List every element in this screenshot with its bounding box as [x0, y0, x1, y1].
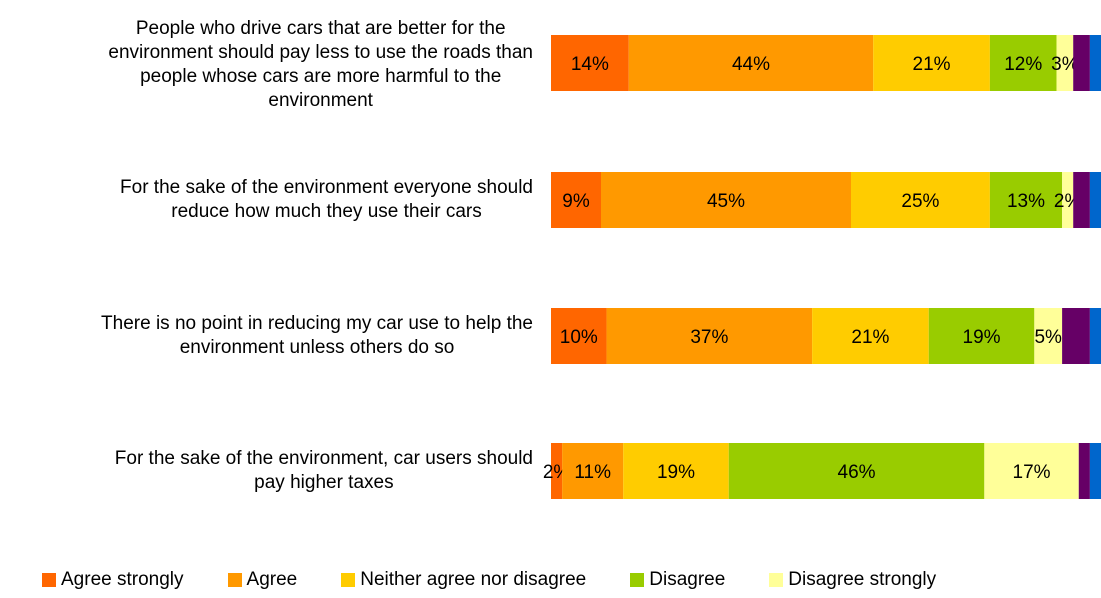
data-label: 37%	[690, 327, 728, 348]
bar-segment	[728, 443, 985, 499]
data-label: 14%	[571, 54, 609, 75]
bar-segment	[1089, 35, 1101, 91]
legend-label: Agree strongly	[61, 569, 184, 590]
bar-segment	[1034, 308, 1063, 364]
data-label: 21%	[913, 54, 951, 75]
bar-segment	[812, 308, 929, 364]
bar-segment	[623, 443, 729, 499]
legend-swatch	[341, 573, 356, 587]
data-label: 21%	[851, 327, 889, 348]
bar-segment	[1073, 35, 1090, 91]
legend: Agree strongly Agree Neither agree nor dis…	[42, 569, 980, 591]
legend-swatch	[227, 573, 242, 587]
legend-item: Neither agree nor disagree	[341, 569, 586, 591]
legend-item: Agree	[227, 569, 298, 591]
bar-segment	[562, 443, 624, 499]
data-label: 11%	[574, 462, 611, 483]
category-label: For the sake of the environment, car use…	[114, 448, 533, 493]
bar-segment	[1089, 308, 1101, 364]
legend-label: Disagree strongly	[788, 569, 937, 590]
category-label: There is no point in reducing my car use…	[101, 313, 533, 358]
bar-segment	[1062, 308, 1090, 364]
legend-item: Disagree strongly	[769, 569, 936, 591]
category-label: For the sake of the environment everyone…	[120, 177, 533, 222]
data-label: 3%	[1051, 54, 1079, 75]
legend-label: Agree	[246, 569, 298, 590]
data-label: 17%	[1013, 462, 1051, 483]
bar-segment	[989, 35, 1057, 91]
category-label: People who drive cars that are better fo…	[108, 18, 533, 111]
bar-segment	[601, 172, 851, 228]
bar-segment	[989, 172, 1063, 228]
bar-segment	[1073, 172, 1090, 228]
data-label: 45%	[707, 191, 745, 212]
data-label: 44%	[732, 54, 770, 75]
data-label: 9%	[562, 191, 590, 212]
data-label: 12%	[1004, 54, 1042, 75]
bar-segment	[984, 443, 1079, 499]
bar-segment	[1056, 35, 1074, 91]
data-label: 5%	[1034, 327, 1062, 348]
bar-segment	[606, 308, 813, 364]
data-label: 19%	[657, 462, 695, 483]
bar-segment	[851, 172, 990, 228]
data-label: 10%	[560, 327, 598, 348]
bar-segment	[928, 308, 1035, 364]
bar-segment	[551, 35, 629, 91]
bar-segment	[551, 308, 607, 364]
bar-segment	[551, 443, 563, 499]
legend-item: Disagree	[630, 569, 725, 591]
bar-segment	[1089, 172, 1101, 228]
data-label: 19%	[963, 327, 1001, 348]
bar-segment	[1062, 172, 1074, 228]
legend-swatch	[630, 573, 645, 587]
bar-segment	[1078, 443, 1090, 499]
bar-segment	[873, 35, 990, 91]
bar-segment	[551, 172, 601, 228]
data-label: 13%	[1007, 191, 1045, 212]
bar-segment	[628, 35, 874, 91]
legend-swatch	[42, 573, 56, 587]
legend-item: Agree strongly	[42, 569, 184, 591]
legend-swatch	[769, 573, 784, 587]
data-label: 25%	[901, 191, 939, 212]
bar-segment	[1089, 443, 1101, 499]
legend-label: Disagree	[649, 569, 726, 590]
data-label: 46%	[838, 462, 876, 483]
legend-label: Neither agree nor disagree	[360, 569, 587, 590]
